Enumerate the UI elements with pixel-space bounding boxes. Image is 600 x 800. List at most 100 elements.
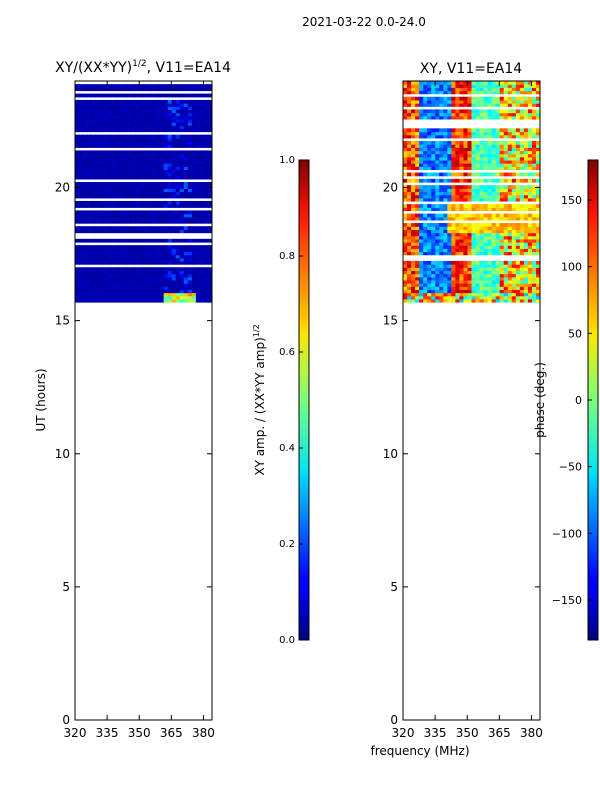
heat-cell [515, 197, 521, 202]
heat-cell [503, 90, 509, 95]
heat-cell [147, 103, 153, 107]
heat-cell [171, 267, 177, 272]
heat-cell [171, 226, 177, 230]
heat-cell [143, 226, 149, 230]
heat-cell [467, 103, 473, 107]
heat-cell [407, 185, 412, 189]
heat-cell [499, 87, 505, 92]
heat-cell [479, 96, 485, 101]
heat-cell [463, 140, 469, 145]
heat-cell [403, 87, 408, 92]
heat-cell [123, 156, 128, 161]
heat-cell [103, 115, 108, 120]
heat-cell [507, 292, 513, 297]
heat-cell [423, 229, 428, 234]
heat-cell [119, 238, 124, 243]
heat-cell [115, 159, 120, 164]
heat-cell [123, 93, 128, 98]
heat-cell [187, 245, 193, 249]
heat-cell [487, 103, 493, 107]
heat-cell [203, 251, 209, 256]
heat-cell [471, 295, 477, 300]
heat-cell [487, 147, 493, 152]
heat-cell [467, 213, 473, 218]
heat-cell [435, 204, 440, 208]
heat-cell [139, 260, 145, 265]
heat-cell [491, 144, 497, 148]
heat-cell [467, 270, 473, 275]
heat-cell [139, 122, 145, 126]
heat-cell [131, 229, 137, 234]
heat-cell [151, 204, 157, 208]
heat-cell [431, 279, 436, 284]
heat-cell [115, 260, 120, 265]
heat-cell [415, 204, 420, 208]
heat-cell [143, 286, 149, 290]
heat-cell [503, 286, 509, 290]
heat-cell [503, 213, 509, 218]
heat-cell [203, 292, 209, 297]
heat-cell [103, 185, 108, 189]
heat-cell [403, 194, 408, 199]
heat-cell [463, 248, 469, 253]
heat-cell [499, 245, 505, 249]
heat-cell [523, 191, 529, 196]
heat-cell [111, 260, 116, 265]
heat-cell [131, 292, 137, 297]
heat-cell [139, 175, 145, 180]
heat-cell [523, 147, 529, 152]
heat-cell [515, 279, 521, 284]
heat-cell [139, 188, 145, 193]
heat-cell [195, 163, 201, 167]
cb2-tick-label: 50 [568, 327, 582, 340]
heat-cell [95, 112, 100, 117]
heat-cell [495, 131, 501, 136]
heat-cell [167, 260, 173, 265]
heat-cell [527, 289, 533, 294]
heat-cell [499, 153, 505, 158]
heat-cell [199, 188, 205, 193]
heat-cell [499, 292, 505, 297]
x-tick-label: 380 [520, 726, 543, 740]
heat-cell [463, 112, 469, 117]
heat-cell [451, 188, 456, 193]
heat-cell [439, 194, 444, 199]
heat-cell [207, 298, 212, 303]
heat-cell [403, 150, 408, 155]
heat-cell [187, 159, 193, 164]
heat-cell [107, 254, 112, 259]
heat-cell [115, 267, 120, 272]
heat-cell [155, 166, 161, 170]
heat-cell [483, 194, 489, 199]
heat-cell [87, 216, 92, 221]
heat-cell [427, 178, 432, 183]
heat-cell [127, 191, 133, 196]
heat-cell [423, 99, 428, 104]
heat-cell [151, 169, 157, 174]
heat-cell [427, 112, 432, 117]
heat-cell [159, 185, 165, 189]
heat-cell [135, 229, 141, 234]
heat-cell [155, 188, 161, 193]
heat-cell [467, 289, 473, 294]
heat-cell [507, 238, 513, 243]
heat-cell [175, 150, 181, 155]
heat-cell [139, 106, 145, 111]
heat-cell [171, 194, 177, 199]
heat-cell [199, 144, 205, 148]
heat-cell [443, 283, 448, 287]
heat-cell [499, 81, 505, 85]
heat-cell [503, 81, 509, 85]
heat-cell [87, 112, 92, 117]
heat-cell [163, 257, 169, 262]
heat-cell [99, 245, 104, 249]
panel2-heatmap [403, 81, 540, 303]
heat-cell [179, 84, 185, 88]
heat-cell [415, 242, 420, 246]
heat-cell [95, 182, 100, 186]
heat-cell [419, 273, 424, 278]
heat-cell [207, 122, 212, 126]
heat-cell [171, 163, 177, 167]
heat-cell [415, 194, 420, 199]
heat-cell [471, 115, 477, 120]
